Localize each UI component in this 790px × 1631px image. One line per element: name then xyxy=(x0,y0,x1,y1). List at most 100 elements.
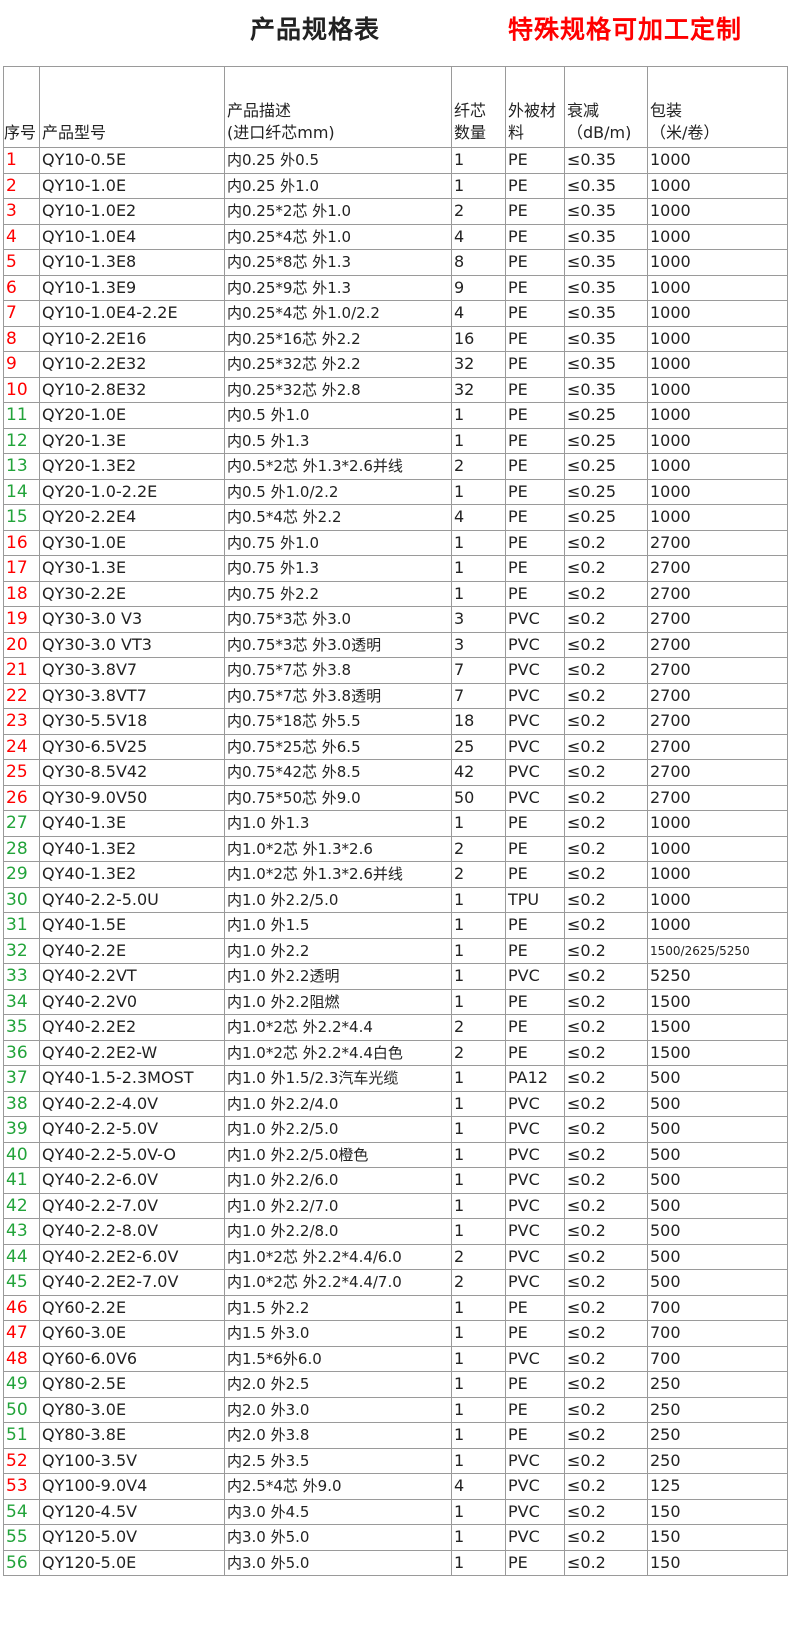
attenuation-cell: ≤0.2 xyxy=(564,1422,648,1449)
row-number: 50 xyxy=(3,1396,40,1423)
attenuation-cell: ≤0.2 xyxy=(564,1294,648,1321)
attenuation-cell: ≤0.2 xyxy=(564,835,648,862)
attenuation-cell: ≤0.2 xyxy=(564,810,648,837)
row-number: 35 xyxy=(3,1014,40,1041)
table-row: 5 QY10-1.3E8 内0.25*8芯 外1.3 8 PE ≤0.35 1000 xyxy=(3,249,788,276)
model-cell: QY40-1.5-2.3MOST xyxy=(39,1065,225,1092)
table-row: 45 QY40-2.2E2-7.0V 内1.0*2芯 外2.2*4.4/7.0 2 PV… xyxy=(3,1269,788,1296)
packaging-cell: 250 xyxy=(647,1396,788,1423)
description-cell: 内1.0*2芯 外2.2*4.4 xyxy=(224,1014,452,1041)
model-cell: QY40-1.5E xyxy=(39,912,225,939)
row-number: 34 xyxy=(3,988,40,1015)
table-row: 27 QY40-1.3E 内1.0 外1.3 1 PE ≤0.2 1000 xyxy=(3,810,788,837)
row-number: 21 xyxy=(3,657,40,684)
cores-cell: 1 xyxy=(451,1524,506,1551)
cores-cell: 4 xyxy=(451,504,506,531)
jacket-cell: PE xyxy=(505,835,565,862)
table-row: 23 QY30-5.5V18 内0.75*18芯 外5.5 18 PVC ≤0.2 2700 xyxy=(3,708,788,735)
cores-cell: 1 xyxy=(451,886,506,913)
model-cell: QY30-3.8V7 xyxy=(39,657,225,684)
table-row: 29 QY40-1.3E2 内1.0*2芯 外1.3*2.6并线 2 PE ≤0.2 100… xyxy=(3,861,788,888)
cores-cell: 25 xyxy=(451,733,506,760)
model-cell: QY10-2.8E32 xyxy=(39,376,225,403)
attenuation-cell: ≤0.2 xyxy=(564,1498,648,1525)
jacket-cell: PE xyxy=(505,172,565,199)
model-cell: QY20-1.0E xyxy=(39,402,225,429)
attenuation-cell: ≤0.35 xyxy=(564,249,648,276)
model-cell: QY30-1.3E xyxy=(39,555,225,582)
packaging-cell: 2700 xyxy=(647,733,788,760)
packaging-cell: 500 xyxy=(647,1141,788,1168)
description-cell: 内0.25*32芯 外2.8 xyxy=(224,376,452,403)
description-cell: 内1.0 外1.5 xyxy=(224,912,452,939)
description-cell: 内1.0 外2.2/7.0 xyxy=(224,1192,452,1219)
table-row: 47 QY60-3.0E 内1.5 外3.0 1 PE ≤0.2 700 xyxy=(3,1320,788,1347)
table-row: 24 QY30-6.5V25 内0.75*25芯 外6.5 25 PVC ≤0.2 2700 xyxy=(3,733,788,760)
description-cell: 内1.0*2芯 外1.3*2.6 xyxy=(224,835,452,862)
jacket-cell: PVC xyxy=(505,708,565,735)
packaging-cell: 1000 xyxy=(647,861,788,888)
row-number: 43 xyxy=(3,1218,40,1245)
table-row: 37 QY40-1.5-2.3MOST 内1.0 外1.5/2.3汽车光缆 1 PA12… xyxy=(3,1065,788,1092)
cores-cell: 1 xyxy=(451,1447,506,1474)
attenuation-cell: ≤0.35 xyxy=(564,147,648,174)
model-cell: QY30-6.5V25 xyxy=(39,733,225,760)
model-cell: QY40-2.2-5.0V-O xyxy=(39,1141,225,1168)
attenuation-cell: ≤0.2 xyxy=(564,631,648,658)
table-row: 40 QY40-2.2-5.0V-O 内1.0 外2.2/5.0橙色 1 PVC ≤0.2… xyxy=(3,1141,788,1168)
model-cell: QY100-9.0V4 xyxy=(39,1473,225,1500)
cores-cell: 4 xyxy=(451,1473,506,1500)
row-number: 22 xyxy=(3,682,40,709)
table-row: 30 QY40-2.2-5.0U 内1.0 外2.2/5.0 1 TPU ≤0.2 1000 xyxy=(3,886,788,913)
jacket-cell: PE xyxy=(505,1014,565,1041)
cores-cell: 2 xyxy=(451,1269,506,1296)
model-cell: QY10-1.0E2 xyxy=(39,198,225,225)
jacket-cell: PE xyxy=(505,988,565,1015)
description-cell: 内0.75*3芯 外3.0透明 xyxy=(224,631,452,658)
jacket-cell: PE xyxy=(505,376,565,403)
row-number: 28 xyxy=(3,835,40,862)
row-number: 37 xyxy=(3,1065,40,1092)
jacket-cell: PE xyxy=(505,147,565,174)
attenuation-cell: ≤0.35 xyxy=(564,376,648,403)
cores-cell: 1 xyxy=(451,1371,506,1398)
model-cell: QY120-5.0V xyxy=(39,1524,225,1551)
table-row: 54 QY120-4.5V 内3.0 外4.5 1 PVC ≤0.2 150 xyxy=(3,1498,788,1525)
cores-cell: 1 xyxy=(451,1422,506,1449)
cores-cell: 7 xyxy=(451,657,506,684)
attenuation-cell: ≤0.35 xyxy=(564,223,648,250)
col-header-jacket: 外被材 料 xyxy=(505,66,565,148)
model-cell: QY40-2.2-4.0V xyxy=(39,1090,225,1117)
description-cell: 内1.0*2芯 外2.2*4.4白色 xyxy=(224,1039,452,1066)
jacket-cell: PE xyxy=(505,351,565,378)
table-row: 36 QY40-2.2E2-W 内1.0*2芯 外2.2*4.4白色 2 PE ≤0.2 1… xyxy=(3,1039,788,1066)
table-row: 19 QY30-3.0 V3 内0.75*3芯 外3.0 3 PVC ≤0.2 2700 xyxy=(3,606,788,633)
attenuation-cell: ≤0.35 xyxy=(564,351,648,378)
cores-cell: 7 xyxy=(451,682,506,709)
cores-cell: 8 xyxy=(451,249,506,276)
cores-cell: 1 xyxy=(451,1320,506,1347)
packaging-cell: 1500 xyxy=(647,1014,788,1041)
attenuation-cell: ≤0.2 xyxy=(564,1345,648,1372)
table-row: 28 QY40-1.3E2 内1.0*2芯 外1.3*2.6 2 PE ≤0.2 1000 xyxy=(3,835,788,862)
jacket-cell: PE xyxy=(505,1549,565,1576)
packaging-cell: 1500/2625/5250 xyxy=(647,937,788,964)
cores-cell: 1 xyxy=(451,580,506,607)
model-cell: QY40-2.2E2 xyxy=(39,1014,225,1041)
description-cell: 内0.75*3芯 外3.0 xyxy=(224,606,452,633)
cores-cell: 2 xyxy=(451,1014,506,1041)
cores-cell: 1 xyxy=(451,529,506,556)
description-cell: 内0.75*7芯 外3.8 xyxy=(224,657,452,684)
table-row: 38 QY40-2.2-4.0V 内1.0 外2.2/4.0 1 PVC ≤0.2 500 xyxy=(3,1090,788,1117)
packaging-cell: 1000 xyxy=(647,453,788,480)
attenuation-cell: ≤0.2 xyxy=(564,1396,648,1423)
row-number: 12 xyxy=(3,427,40,454)
packaging-cell: 1000 xyxy=(647,504,788,531)
description-cell: 内1.0*2芯 外1.3*2.6并线 xyxy=(224,861,452,888)
row-number: 7 xyxy=(3,300,40,327)
packaging-cell: 150 xyxy=(647,1549,788,1576)
jacket-cell: PE xyxy=(505,529,565,556)
description-cell: 内2.5 外3.5 xyxy=(224,1447,452,1474)
table-row: 22 QY30-3.8VT7 内0.75*7芯 外3.8透明 7 PVC ≤0.2 2700 xyxy=(3,682,788,709)
cores-cell: 42 xyxy=(451,759,506,786)
